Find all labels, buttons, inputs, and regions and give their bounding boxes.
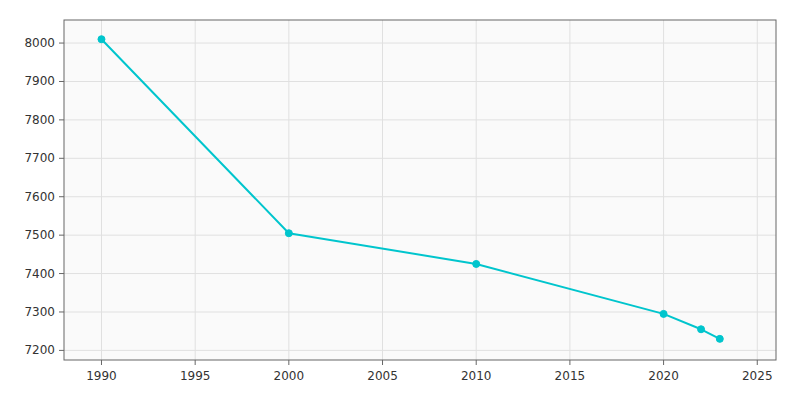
tick-label-x: 2015 bbox=[555, 369, 586, 383]
marker bbox=[716, 335, 723, 342]
tick-label-y: 8000 bbox=[24, 36, 55, 50]
tick-y bbox=[59, 273, 64, 274]
grid-line-x bbox=[569, 20, 570, 360]
grid-line-y bbox=[64, 81, 776, 82]
grid-line-x bbox=[476, 20, 477, 360]
grid bbox=[64, 20, 776, 360]
grid-line-y bbox=[64, 119, 776, 120]
grid-line-y bbox=[64, 311, 776, 312]
tick-x bbox=[288, 360, 289, 365]
grid-line-y bbox=[64, 273, 776, 274]
series bbox=[98, 36, 723, 343]
tick-label-y: 7400 bbox=[24, 267, 55, 281]
tick-label-y: 7900 bbox=[24, 74, 55, 88]
grid-line-y bbox=[64, 196, 776, 197]
grid-line-x bbox=[382, 20, 383, 360]
tick-y bbox=[59, 119, 64, 120]
tick-label-x: 2020 bbox=[648, 369, 679, 383]
tick-label-x: 2025 bbox=[742, 369, 773, 383]
grid-line-x bbox=[663, 20, 664, 360]
tick-x bbox=[663, 360, 664, 365]
grid-line-y bbox=[64, 350, 776, 351]
tick-y bbox=[59, 311, 64, 312]
tick-label-x: 1990 bbox=[86, 369, 117, 383]
tick-x bbox=[569, 360, 570, 365]
grid-line-x bbox=[195, 20, 196, 360]
tick-x bbox=[195, 360, 196, 365]
tick-y bbox=[59, 350, 64, 351]
chart-svg: 1990 1995 2000 2005 2010 2015 2020 2025 7200 7300… bbox=[0, 0, 800, 400]
grid-line-y bbox=[64, 43, 776, 44]
tick-y bbox=[59, 158, 64, 159]
tick-x bbox=[476, 360, 477, 365]
tick-label-y: 7600 bbox=[24, 190, 55, 204]
marker bbox=[698, 326, 705, 333]
marker bbox=[285, 230, 292, 237]
chart-container: 1990 1995 2000 2005 2010 2015 2020 2025 7200 7300… bbox=[0, 0, 800, 400]
tick-x bbox=[757, 360, 758, 365]
tick-label-x: 2005 bbox=[367, 369, 398, 383]
tick-x bbox=[382, 360, 383, 365]
tick-label-x: 2000 bbox=[274, 369, 305, 383]
axes: 1990 1995 2000 2005 2010 2015 2020 2025 7200 7300… bbox=[24, 36, 772, 383]
tick-y bbox=[59, 196, 64, 197]
line bbox=[101, 39, 719, 339]
marker bbox=[98, 36, 105, 43]
grid-line-y bbox=[64, 235, 776, 236]
marker bbox=[660, 310, 667, 317]
plot-frame bbox=[64, 20, 776, 360]
tick-y bbox=[59, 81, 64, 82]
tick-label-y: 7200 bbox=[24, 343, 55, 357]
grid-line-y bbox=[64, 158, 776, 159]
tick-y bbox=[59, 43, 64, 44]
tick-label-x: 1995 bbox=[180, 369, 211, 383]
grid-line-x bbox=[101, 20, 102, 360]
tick-label-y: 7700 bbox=[24, 151, 55, 165]
tick-x bbox=[101, 360, 102, 365]
grid-line-x bbox=[288, 20, 289, 360]
tick-label-y: 7500 bbox=[24, 228, 55, 242]
tick-label-y: 7300 bbox=[24, 305, 55, 319]
grid-line-x bbox=[757, 20, 758, 360]
tick-label-x: 2010 bbox=[461, 369, 492, 383]
tick-y bbox=[59, 235, 64, 236]
plot-background bbox=[64, 20, 776, 360]
tick-label-y: 7800 bbox=[24, 113, 55, 127]
marker bbox=[473, 260, 480, 267]
